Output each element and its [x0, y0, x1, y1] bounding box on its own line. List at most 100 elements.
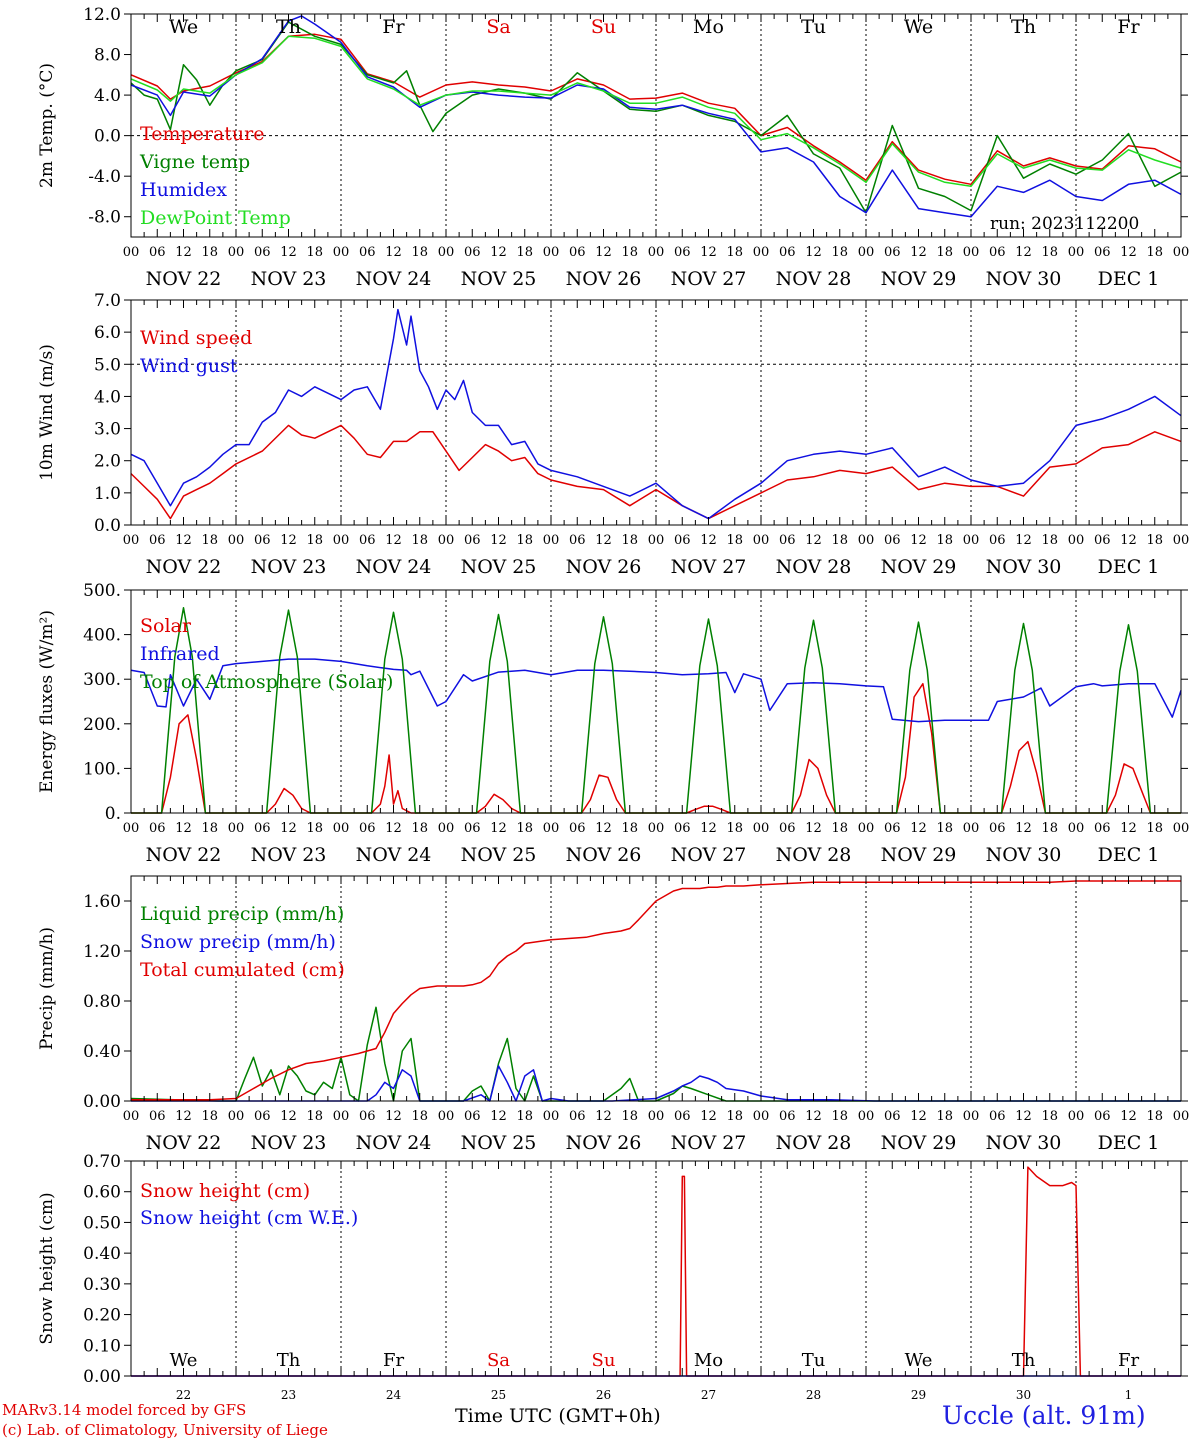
hour-tick-label: 18: [1041, 533, 1058, 548]
weekday-label: We: [905, 1350, 933, 1371]
hour-tick-label: 18: [1146, 821, 1163, 836]
hour-tick-label: 12: [490, 1109, 507, 1124]
date-label: NOV 30: [986, 844, 1062, 866]
hour-tick-label: 12: [700, 1109, 717, 1124]
hour-tick-label: 12: [490, 245, 507, 260]
hour-tick-label: 06: [674, 533, 691, 548]
hour-tick-label: 18: [516, 821, 533, 836]
hour-tick-label: 18: [936, 1109, 953, 1124]
legend-entry: Infrared: [140, 643, 220, 665]
hour-tick-label: 18: [1041, 245, 1058, 260]
hour-tick-label: 18: [1041, 1109, 1058, 1124]
hour-tick-label: 06: [254, 533, 271, 548]
hour-tick-label: 18: [411, 1109, 428, 1124]
legend-entry: Solar: [140, 615, 192, 637]
y-tick-label: 6.0: [94, 323, 121, 343]
hour-tick-label: 00: [123, 821, 140, 836]
hour-tick-label: 18: [1146, 245, 1163, 260]
date-label: NOV 28: [776, 268, 852, 290]
hour-tick-label: 00: [543, 245, 560, 260]
hour-tick-label: 00: [963, 821, 980, 836]
date-label: NOV 25: [461, 844, 537, 866]
date-label: NOV 24: [356, 1132, 432, 1154]
hour-tick-label: 06: [779, 1109, 796, 1124]
hour-tick-label: 12: [595, 245, 612, 260]
hour-tick-label: 06: [149, 821, 166, 836]
y-tick-label: 4.0: [94, 86, 121, 106]
y-tick-label: 0.40: [83, 1244, 121, 1264]
hour-tick-label: 00: [963, 533, 980, 548]
weekday-label: Th: [277, 1350, 301, 1371]
hour-tick-label: 00: [438, 1109, 455, 1124]
date-label: NOV 22: [146, 844, 222, 866]
hour-tick-label: 12: [700, 245, 717, 260]
hour-tick-label: 18: [411, 533, 428, 548]
y-tick-label: 0.50: [83, 1213, 121, 1233]
y-tick-label: 400.: [83, 626, 121, 646]
series-line-infrared: [130, 658, 1182, 723]
hour-tick-label: 12: [280, 821, 297, 836]
day-number-label: 23: [281, 1388, 296, 1402]
y-tick-label: 0.70: [83, 1152, 121, 1172]
hour-tick-label: 06: [989, 1109, 1006, 1124]
hour-tick-label: 06: [149, 1109, 166, 1124]
legend-entry: Wind speed: [140, 327, 252, 349]
date-label: DEC 1: [1098, 268, 1160, 290]
hour-tick-label: 18: [306, 533, 323, 548]
hour-tick-label: 18: [516, 245, 533, 260]
hour-tick-label: 12: [385, 533, 402, 548]
y-tick-label: 200.: [83, 715, 121, 735]
hour-tick-label: 06: [569, 533, 586, 548]
hour-tick-label: 06: [464, 1109, 481, 1124]
y-tick-label: 1.20: [83, 942, 121, 962]
hour-tick-label: 06: [674, 1109, 691, 1124]
date-label: NOV 26: [566, 556, 642, 578]
hour-tick-label: 18: [621, 1109, 638, 1124]
date-label: DEC 1: [1098, 556, 1160, 578]
panel-5: 0.70 0.60 0.50 0.40 0.30 0.20 0.10 0.00 Snow hei…: [37, 1152, 1188, 1402]
weekday-label: Tu: [801, 16, 826, 38]
hour-tick-label: 18: [516, 1109, 533, 1124]
hour-tick-label: 00: [1068, 821, 1085, 836]
hour-tick-label: 12: [175, 245, 192, 260]
hour-tick-label: 06: [359, 821, 376, 836]
footer-credits: MARv3.14 model forced by GFS (c) Lab. of…: [2, 1400, 328, 1440]
legend-entry: Snow precip (mm/h): [140, 931, 336, 953]
y-tick-label: 5.0: [94, 355, 121, 375]
hour-tick-label: 18: [936, 245, 953, 260]
date-label: NOV 29: [881, 268, 957, 290]
hour-tick-label: 18: [1146, 1109, 1163, 1124]
hour-tick-label: 18: [726, 1109, 743, 1124]
hour-tick-label: 06: [464, 533, 481, 548]
hour-tick-label: 18: [726, 821, 743, 836]
hour-tick-label: 00: [753, 1109, 770, 1124]
hour-tick-label: 00: [543, 821, 560, 836]
hour-tick-label: 18: [621, 821, 638, 836]
hour-tick-label: 12: [910, 245, 927, 260]
weekday-label: Th: [276, 16, 301, 38]
hour-tick-label: 00: [543, 1109, 560, 1124]
hour-tick-label: 12: [910, 533, 927, 548]
hour-tick-label: 00: [858, 1109, 875, 1124]
day-number-label: 25: [491, 1388, 506, 1402]
hour-tick-label: 12: [490, 533, 507, 548]
hour-tick-label: 06: [359, 1109, 376, 1124]
date-label: NOV 29: [881, 1132, 957, 1154]
date-label: NOV 25: [461, 1132, 537, 1154]
day-number-label: 30: [1016, 1388, 1031, 1402]
hour-tick-label: 18: [516, 533, 533, 548]
weekday-label: Fr: [382, 16, 405, 38]
hour-tick-label: 12: [910, 1109, 927, 1124]
date-label: NOV 24: [356, 844, 432, 866]
series-line-humidex: [130, 15, 1182, 218]
hour-tick-label: 12: [595, 821, 612, 836]
hour-tick-label: 06: [464, 821, 481, 836]
date-label: DEC 1: [1098, 844, 1160, 866]
hour-tick-label: 06: [254, 1109, 271, 1124]
hour-tick-label: 18: [306, 821, 323, 836]
weekday-label: Th: [1011, 16, 1036, 38]
hour-tick-label: 12: [1120, 533, 1137, 548]
hour-tick-label: 00: [228, 1109, 245, 1124]
legend-entry: DewPoint Temp: [140, 207, 291, 229]
hour-tick-label: 18: [1041, 821, 1058, 836]
